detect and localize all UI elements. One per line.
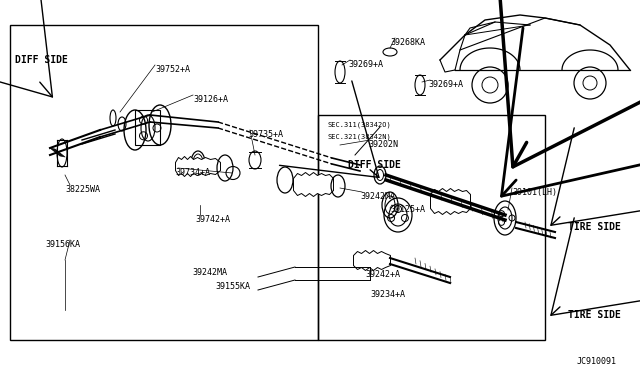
Text: TIRE SIDE: TIRE SIDE xyxy=(568,222,621,232)
Text: 39155KA: 39155KA xyxy=(215,282,250,291)
Text: 39234+A: 39234+A xyxy=(370,290,405,299)
Text: 39742+A: 39742+A xyxy=(195,215,230,224)
Text: 39242+A: 39242+A xyxy=(365,270,400,279)
Text: 39126+A: 39126+A xyxy=(193,95,228,104)
Text: 39752+A: 39752+A xyxy=(155,65,190,74)
Text: DIFF SIDE: DIFF SIDE xyxy=(348,160,401,170)
Text: 39156KA: 39156KA xyxy=(45,240,80,249)
Bar xyxy=(318,115,545,340)
Text: DIFF SIDE: DIFF SIDE xyxy=(15,55,68,65)
Text: TIRE SIDE: TIRE SIDE xyxy=(568,310,621,320)
Text: JC910091: JC910091 xyxy=(577,357,617,366)
Text: 39242MA: 39242MA xyxy=(360,192,395,201)
Bar xyxy=(10,25,318,340)
Text: 39269+A: 39269+A xyxy=(348,60,383,69)
Text: 39242MA: 39242MA xyxy=(192,268,227,277)
Text: 38225WA: 38225WA xyxy=(65,185,100,194)
Text: 39735+A: 39735+A xyxy=(248,130,283,139)
Text: 39125+A: 39125+A xyxy=(390,205,425,214)
Text: 39202N: 39202N xyxy=(368,140,398,149)
Text: SEC.321(38342N): SEC.321(38342N) xyxy=(328,133,392,140)
Text: 39268KA: 39268KA xyxy=(390,38,425,47)
Text: 39269+A: 39269+A xyxy=(428,80,463,89)
Bar xyxy=(135,110,160,145)
Text: 39734+A: 39734+A xyxy=(175,168,210,177)
Text: SEC.311(38342O): SEC.311(38342O) xyxy=(328,122,392,128)
Text: 39101(LH): 39101(LH) xyxy=(512,188,557,197)
